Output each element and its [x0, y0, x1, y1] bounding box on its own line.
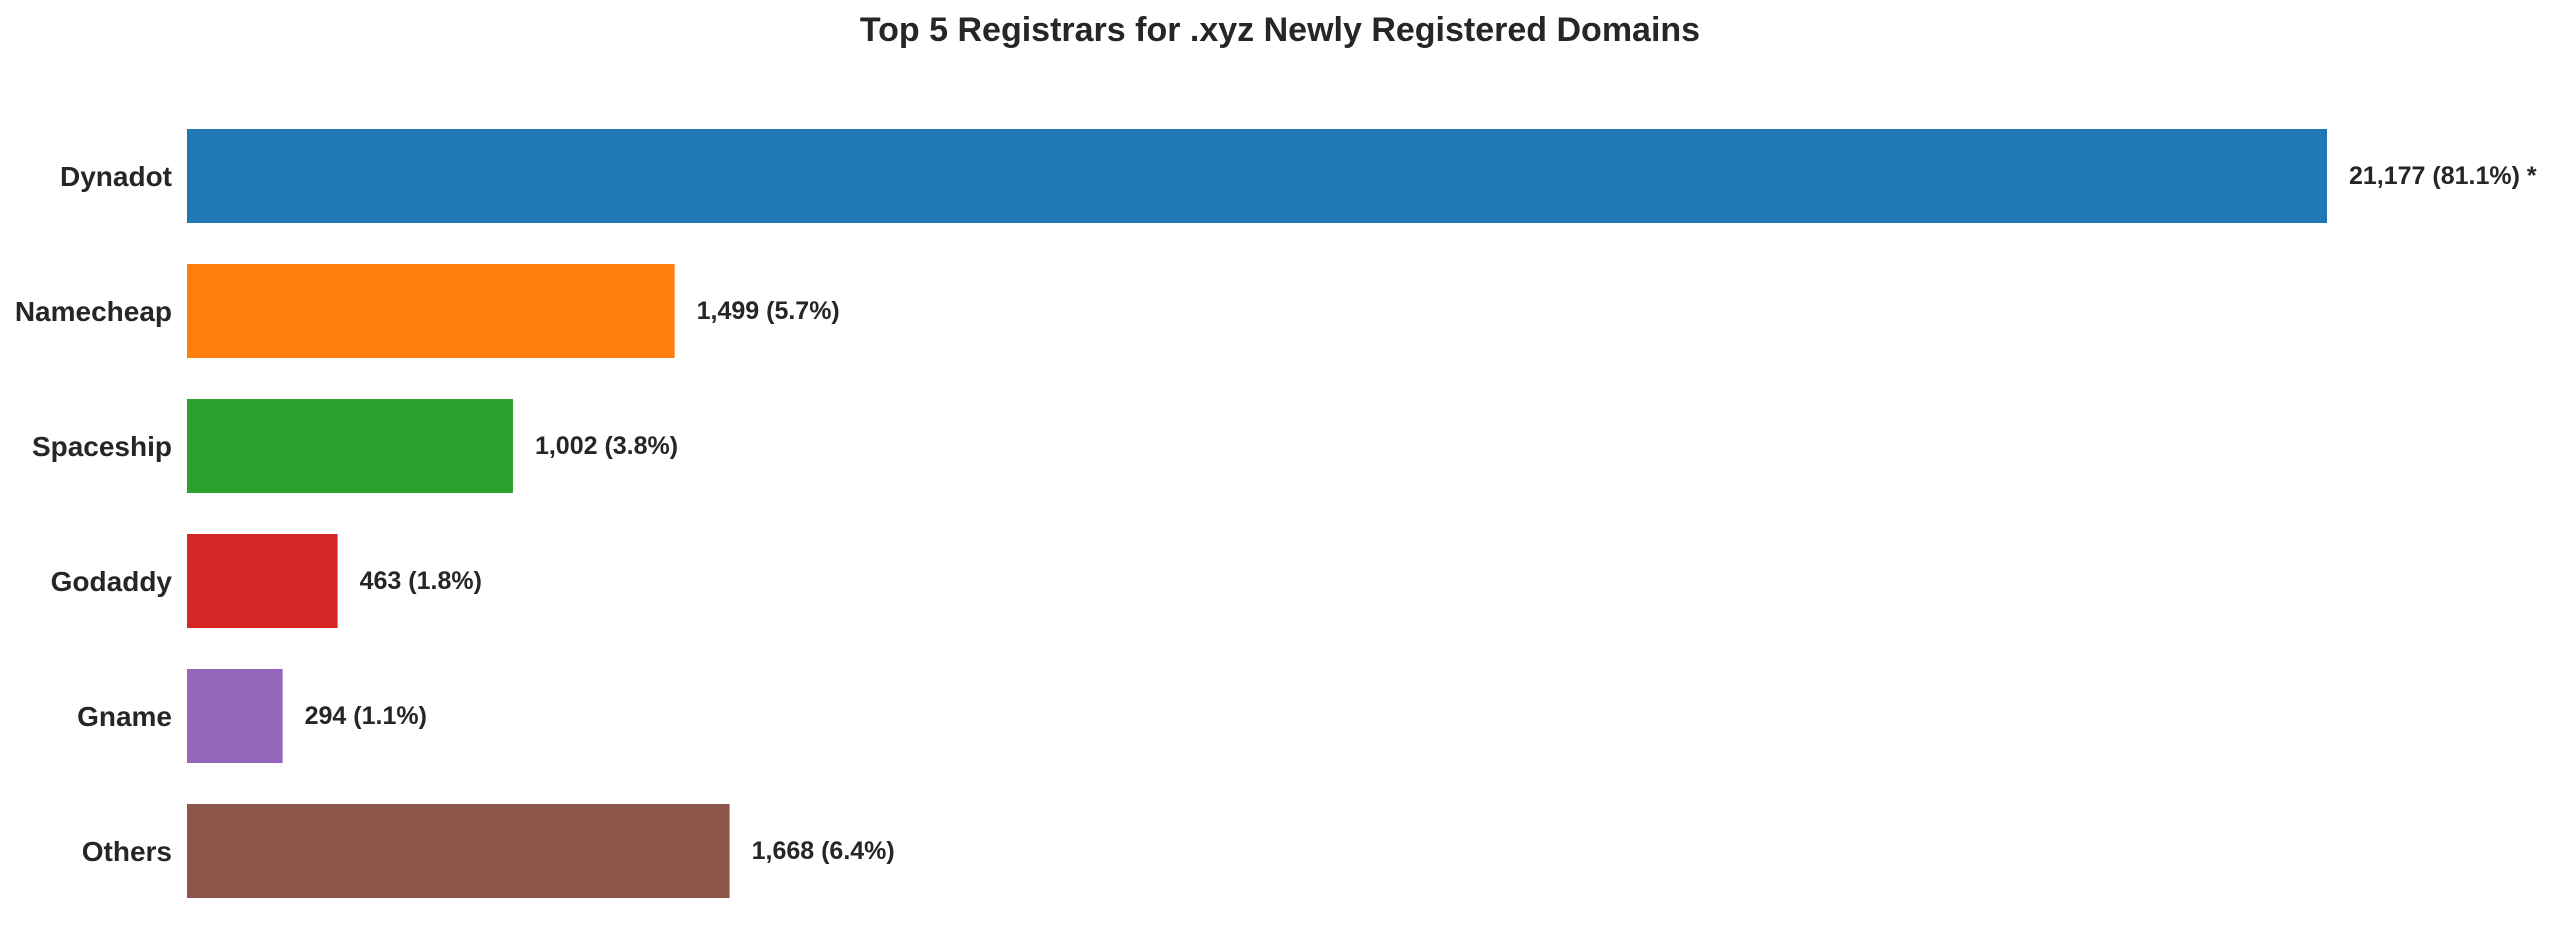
tick-label-gname: Gname [77, 701, 172, 732]
tick-label-others: Others [82, 836, 172, 867]
tick-label-spaceship: Spaceship [32, 431, 172, 462]
bar-namecheap [187, 264, 675, 358]
bar-others [187, 804, 730, 898]
tick-label-dynadot: Dynadot [60, 161, 172, 192]
chart-title: Top 5 Registrars for .xyz Newly Register… [860, 11, 1700, 49]
bar-spaceship [187, 399, 513, 493]
bars-layer [187, 129, 2327, 898]
data-label-gname: 294 (1.1%) [305, 702, 427, 730]
tick-label-namecheap: Namecheap [15, 296, 172, 327]
data-label-namecheap: 1,499 (5.7%) [697, 297, 840, 325]
bar-godaddy [187, 534, 338, 628]
data-label-godaddy: 463 (1.8%) [360, 567, 482, 595]
data-labels: 21,177 (81.1%) * 1,499 (5.7%) 1,002 (3.8%)… [305, 162, 2537, 865]
data-label-others: 1,668 (6.4%) [752, 837, 895, 865]
bar-dynadot [187, 129, 2327, 223]
bar-gname [187, 669, 283, 763]
tick-label-godaddy: Godaddy [51, 566, 173, 597]
data-label-spaceship: 1,002 (3.8%) [535, 432, 678, 460]
category-tick-labels: Dynadot Namecheap Spaceship Godaddy Gname Oth… [15, 161, 173, 867]
data-label-dynadot: 21,177 (81.1%) * [2349, 162, 2537, 190]
